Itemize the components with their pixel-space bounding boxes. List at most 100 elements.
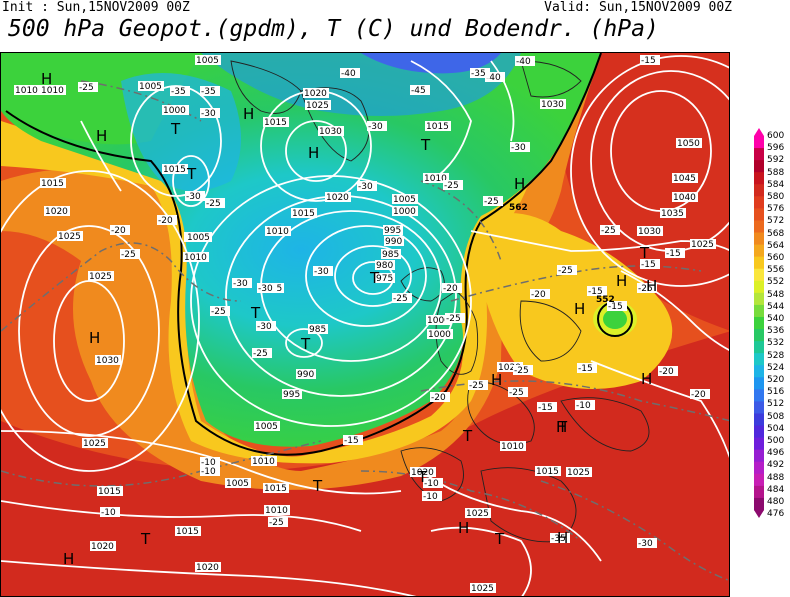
isobar-label: 1025 [58, 232, 81, 242]
isobar-label: 1010 [266, 227, 289, 237]
isobar-label-bg [14, 85, 40, 95]
isotherm-label: -30 [258, 284, 273, 294]
legend-swatch [754, 485, 764, 499]
isotherm-label: -25 [469, 381, 484, 391]
isobar-label-bg [195, 55, 221, 65]
isotherm-label-bg [257, 283, 277, 293]
isobar-label-bg [465, 508, 491, 518]
isobar-label: 1010 [252, 457, 275, 467]
east-yellow-pocket [471, 213, 673, 389]
isobar-label-bg [690, 239, 716, 249]
isotherm-label: -30 [314, 267, 329, 277]
isobar-label: 1050 [677, 139, 700, 149]
isobar-label-bg [90, 541, 116, 551]
isobar-label-bg [282, 389, 302, 399]
warm-zone-east [541, 53, 729, 331]
isotherm-label-bg [340, 68, 360, 78]
isobar-label: 1025 [691, 240, 714, 250]
isobar-label-bg [410, 467, 436, 477]
isobar-label-bg [676, 138, 702, 148]
isobar-label-bg [97, 486, 123, 496]
legend-tick-label: 520 [767, 374, 785, 385]
isotherm-label-bg [410, 85, 430, 95]
isotherm-label-bg [422, 491, 442, 501]
isotherm-label-bg [210, 306, 230, 316]
isotherm-label-bg [640, 259, 660, 269]
isobar-label-bg [57, 231, 83, 241]
isobar-label: 1020 [326, 193, 349, 203]
legend-tick-label: 500 [767, 435, 785, 446]
isotherm-label-bg [110, 225, 130, 235]
isotherm-label: -20 [158, 216, 173, 226]
isotherm-label: -15 [344, 436, 359, 446]
isobar-label-bg [303, 88, 329, 98]
isobar-label: 1025 [471, 584, 494, 594]
isotherm-label-bg [78, 82, 98, 92]
isotherm-label-bg [232, 278, 252, 288]
isotherm-label-bg [252, 348, 272, 358]
isotherm-label-bg [530, 289, 550, 299]
isotherm-label-bg [367, 121, 387, 131]
legend-tick-label: 600 [767, 131, 785, 141]
isotherm-label: -15 [538, 403, 553, 413]
isotherm-label: -25 [446, 314, 461, 324]
isotherm-label-bg [550, 533, 570, 543]
isotherm-label: -10 [423, 492, 438, 502]
legend-tick-label: 544 [767, 301, 785, 312]
legend-tick-label: 548 [767, 289, 785, 300]
legend-tick-label: 592 [767, 155, 785, 166]
legend-tick-label: 492 [767, 460, 785, 471]
isotherm-label: -10 [201, 467, 216, 477]
isotherm-label-bg [200, 457, 220, 467]
isobar-label-bg [264, 505, 290, 515]
legend-swatch [754, 232, 764, 246]
isobar-label-bg [637, 226, 663, 236]
legend-tick-label: 564 [767, 240, 785, 251]
isobar-label: 1005 [255, 422, 278, 432]
high-pressure-marker: H [89, 329, 100, 347]
legend-swatch [754, 208, 764, 221]
legend-swatch [754, 413, 764, 427]
isotherm-label: -15 [641, 56, 656, 66]
isotherm-label-bg [442, 283, 462, 293]
isotherm-label-bg [690, 389, 710, 399]
isotherm-label-bg [557, 265, 577, 275]
isobar-label: 1020 [91, 542, 114, 552]
legend-tick-label: 596 [767, 143, 785, 154]
isobar-label-bg [308, 324, 328, 334]
isobar-label-bg [500, 441, 526, 451]
isobar-label-bg [392, 194, 418, 204]
isobar-label-bg [263, 117, 289, 127]
isobar-label-bg [535, 466, 561, 476]
isotherms [1, 80, 729, 582]
high-pressure-marker: H [96, 127, 107, 145]
isobar-label: 1025 [466, 509, 489, 519]
isotherm-label-bg [600, 225, 620, 235]
legend-tick-label: 560 [767, 252, 785, 263]
isobar-label: 1025 [83, 439, 106, 449]
legend-tick-label: 588 [767, 167, 785, 178]
isobar-label: 1000 [393, 207, 416, 217]
isobar-label: 995 [384, 226, 401, 236]
isotherm-label: -40 [341, 69, 356, 79]
isobar-label-bg [318, 126, 344, 136]
isotherm-label-bg [513, 365, 533, 375]
isobar-label-bg [375, 273, 395, 283]
isobar-label: 1015 [536, 467, 559, 477]
isobar-label-bg [265, 226, 291, 236]
low-pressure-marker: T [300, 335, 311, 353]
color-scale-legend: 600 596 592 588 584 580 576 572 568 564 560 556 552 5… [754, 128, 790, 520]
isobar-label-bg [225, 478, 251, 488]
legend-swatch [754, 497, 764, 511]
legend-swatch [754, 220, 764, 234]
isotherm-label-bg [483, 196, 503, 206]
legend-tick-label: 532 [767, 338, 785, 349]
isobar-label-bg [296, 369, 316, 379]
isotherm-label: -15 [578, 364, 593, 374]
isotherm-label: -30 [233, 279, 248, 289]
isobar-label: 1010 [15, 86, 38, 96]
legend-tick-label: 556 [767, 265, 785, 276]
legend-swatch [754, 461, 764, 475]
legend-tick-label: 476 [767, 509, 785, 520]
